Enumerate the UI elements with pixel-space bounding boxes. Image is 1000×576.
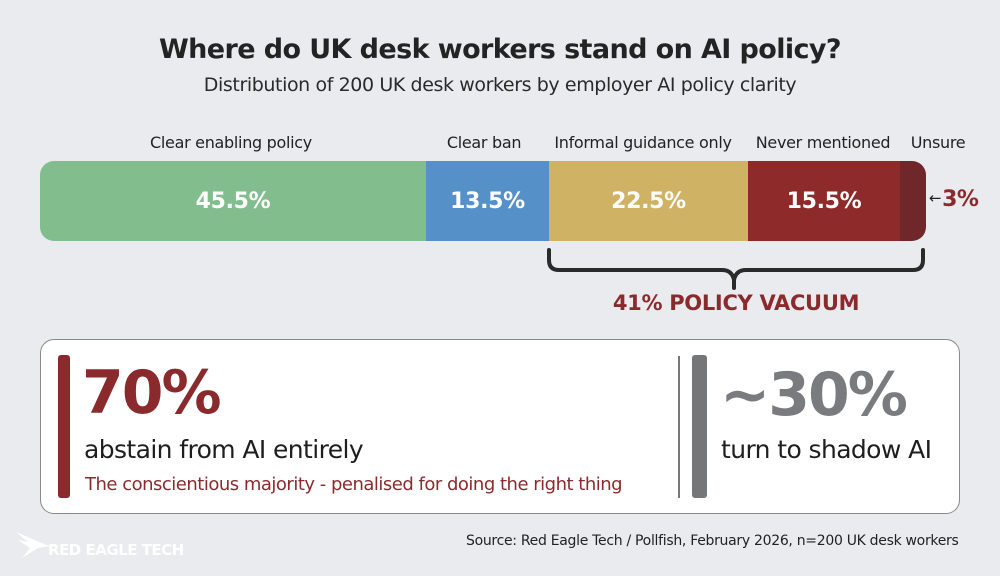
segment-value: 45.5% — [195, 188, 271, 214]
accent-bar-red — [58, 355, 70, 498]
segment-value: 22.5% — [611, 188, 686, 214]
segment-label-clear-enabling: Clear enabling policy — [150, 133, 312, 152]
eagle-icon — [16, 532, 50, 558]
stacked-bar: 45.5% 13.5% 22.5% 15.5% — [40, 161, 926, 241]
policy-vacuum-label: 41% POLICY VACUUM — [612, 291, 860, 315]
logo-text: RED EAGLE TECH — [48, 541, 184, 559]
segment-value: 13.5% — [450, 188, 525, 214]
summary-card — [40, 339, 960, 514]
segment-unsure — [900, 161, 926, 241]
segment-never-mentioned: 15.5% — [748, 161, 900, 241]
chart-subtitle: Distribution of 200 UK desk workers by e… — [203, 74, 797, 96]
arrow-left-icon: ← — [929, 189, 942, 207]
source-note: Source: Red Eagle Tech / Pollfish, Febru… — [466, 533, 959, 549]
unsure-callout: ←3% — [929, 187, 979, 212]
chart-title: Where do UK desk workers stand on AI pol… — [159, 34, 842, 65]
segment-label-never-mentioned: Never mentioned — [755, 133, 891, 152]
accent-bar-grey — [692, 355, 707, 498]
abstain-description: abstain from AI entirely — [84, 435, 364, 464]
segment-label-unsure: Unsure — [910, 133, 966, 152]
unsure-value: 3% — [942, 187, 979, 212]
segment-label-clear-ban: Clear ban — [446, 133, 522, 152]
segment-clear-enabling: 45.5% — [40, 161, 426, 241]
curly-brace-icon — [547, 248, 925, 290]
card-divider — [678, 356, 680, 498]
segment-clear-ban: 13.5% — [426, 161, 549, 241]
abstain-subtext: The conscientious majority - penalised f… — [85, 474, 623, 495]
segment-value: 15.5% — [786, 188, 862, 214]
shadow-ai-percentage: ~30% — [720, 360, 908, 430]
segment-label-informal: Informal guidance only — [554, 133, 732, 152]
red-eagle-tech-logo: RED EAGLE TECH — [14, 530, 184, 560]
shadow-ai-description: turn to shadow AI — [721, 435, 932, 464]
abstain-percentage: 70% — [82, 358, 222, 428]
segment-informal: 22.5% — [549, 161, 748, 241]
